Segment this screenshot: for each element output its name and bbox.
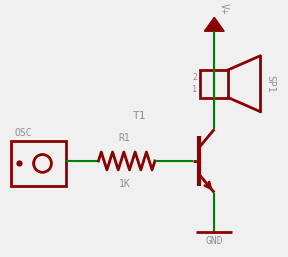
Text: 1K: 1K [119, 179, 130, 189]
Text: R1: R1 [119, 133, 130, 143]
Text: 1: 1 [192, 85, 198, 94]
Text: T1: T1 [133, 111, 147, 121]
Text: SP1: SP1 [266, 75, 276, 93]
Polygon shape [204, 17, 224, 31]
Bar [200, 70, 228, 98]
Text: V+: V+ [218, 3, 228, 14]
Text: GND: GND [206, 236, 223, 246]
Text: OSC: OSC [14, 128, 32, 138]
Text: 2: 2 [192, 73, 198, 82]
Bar [11, 141, 66, 186]
